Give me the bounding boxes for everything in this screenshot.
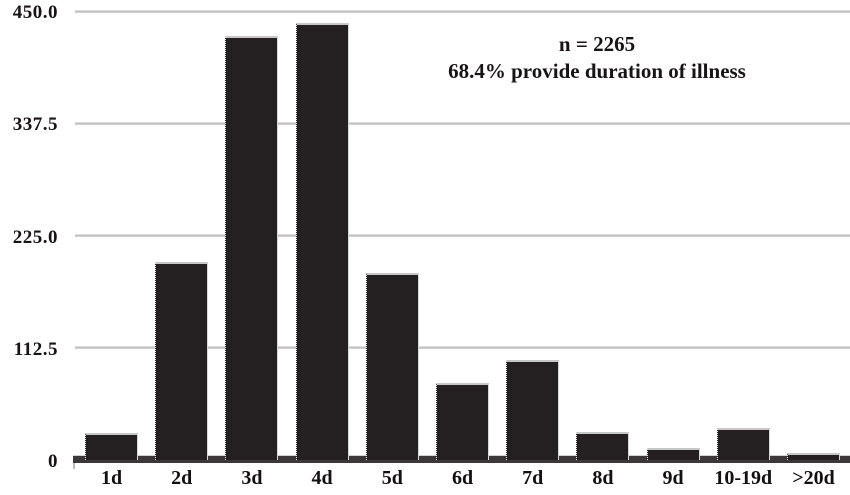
x-axis-tick-label: 1d (100, 467, 123, 489)
x-axis-tick-label: >20d (792, 467, 835, 489)
gridline (75, 9, 850, 13)
x-axis-tick-label: 2d (171, 467, 193, 489)
bar->20d (787, 453, 840, 460)
bar-8d (576, 432, 630, 460)
gridline (75, 234, 850, 237)
x-axis-tick-label: 7d (522, 467, 544, 489)
bar-2d (155, 262, 209, 460)
bar-10-19d (716, 428, 770, 460)
x-axis-tick-label: 5d (381, 467, 403, 489)
y-axis-tick-label: 0 (48, 451, 58, 472)
gridline (75, 121, 850, 125)
x-axis-tick-label: 6d (451, 467, 474, 489)
bar-3d (225, 35, 279, 460)
bar-1d (85, 433, 138, 460)
y-axis-tick-label: 337.5 (12, 114, 58, 136)
bar-7d (506, 360, 560, 460)
annotation-line-1: n = 2265 (558, 32, 636, 56)
bar-6d (436, 383, 489, 460)
x-axis-tick-label: 9d (662, 467, 684, 489)
y-axis-tick-label: 112.5 (13, 338, 58, 360)
x-axis-tick-label: 8d (592, 467, 614, 489)
gridline (75, 346, 850, 350)
x-axis-tick-label: 4d (311, 467, 333, 489)
x-axis-tick-label: 10-19d (714, 467, 773, 489)
bar-5d (365, 273, 419, 460)
y-axis-tick-label: 225.0 (12, 226, 58, 248)
bar-9d (646, 448, 700, 460)
annotation: n = 2265 68.4% provide duration of illne… (382, 31, 812, 85)
y-axis-zero-tick (73, 463, 75, 469)
y-axis-tick-label: 450.0 (12, 2, 58, 23)
annotation-line-2: 68.4% provide duration of illness (448, 59, 746, 83)
bar-4d (295, 22, 349, 460)
x-axis-tick-label: 3d (241, 467, 263, 489)
plot-area (73, 9, 850, 469)
